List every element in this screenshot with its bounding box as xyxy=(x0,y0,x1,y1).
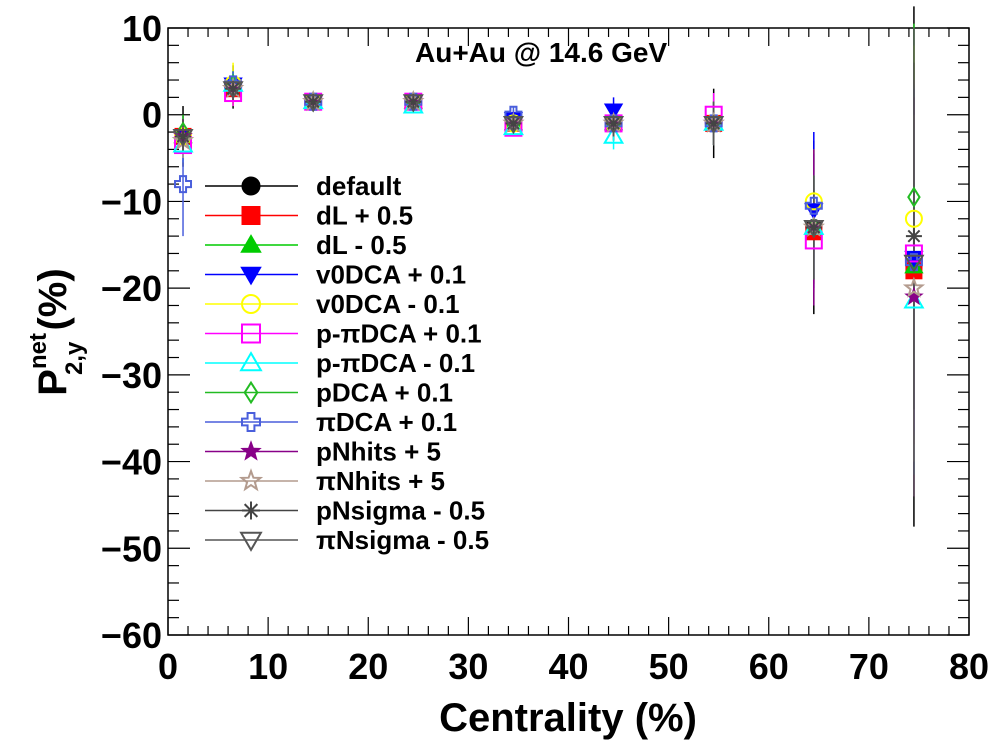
data-point xyxy=(904,286,924,306)
y-tick-label: −40 xyxy=(101,442,162,483)
data-point xyxy=(907,186,921,208)
legend-item: dL - 0.5 xyxy=(205,230,407,260)
y-tick-label: −50 xyxy=(101,528,162,569)
legend-label: pDCA + 0.1 xyxy=(316,378,453,408)
legend-marker xyxy=(241,176,261,196)
x-axis-title: Centrality (%) xyxy=(439,696,697,740)
legend-marker xyxy=(239,531,263,552)
y-axis-title-main: P xyxy=(31,369,75,396)
legend-marker xyxy=(240,440,262,461)
data-point xyxy=(703,115,725,135)
data-point xyxy=(904,244,923,263)
data-point xyxy=(905,228,922,245)
data-point xyxy=(603,125,625,144)
legend-label: πNsigma - 0.5 xyxy=(316,525,489,555)
legend-item: πNsigma - 0.5 xyxy=(205,525,489,555)
data-point xyxy=(402,94,424,113)
y-axis-title-sup: net xyxy=(25,333,52,369)
legend-item: default xyxy=(205,171,402,201)
legend-label: πDCA + 0.1 xyxy=(316,407,457,437)
data-point xyxy=(902,276,926,298)
x-tick-label: 70 xyxy=(849,646,889,687)
data-point xyxy=(803,220,825,239)
legend-marker xyxy=(241,206,261,225)
legend-item: v0DCA + 0.1 xyxy=(205,260,466,290)
x-tick-label: 10 xyxy=(248,646,288,687)
legend-item: pNsigma - 0.5 xyxy=(205,496,485,526)
legend-marker xyxy=(243,380,259,405)
legend-label: p-πDCA + 0.1 xyxy=(316,319,482,349)
legend-label: dL + 0.5 xyxy=(316,201,413,231)
data-point xyxy=(603,103,624,121)
legend-marker xyxy=(241,412,261,432)
y-tick-label: 0 xyxy=(142,95,162,136)
axis-ticks xyxy=(167,27,970,636)
data-points xyxy=(171,73,926,309)
legend-label: v0DCA + 0.1 xyxy=(316,260,466,290)
legend-marker xyxy=(241,323,261,344)
x-tick-label: 30 xyxy=(448,646,488,687)
y-tick-label: −20 xyxy=(101,268,162,309)
legend-label: dL - 0.5 xyxy=(316,230,407,260)
y-tick-label: −10 xyxy=(101,181,162,222)
legend-marker xyxy=(239,351,263,372)
legend-item: πNhits + 5 xyxy=(205,466,445,496)
data-point xyxy=(222,81,244,100)
data-point xyxy=(174,175,193,194)
data-point xyxy=(302,94,324,113)
legend-item: pDCA + 0.1 xyxy=(205,378,453,408)
legend-marker xyxy=(242,501,260,520)
legend-item: p-πDCA + 0.1 xyxy=(205,319,482,349)
x-tick-label: 80 xyxy=(949,646,989,687)
plot-frame xyxy=(167,27,970,636)
data-point xyxy=(603,115,625,135)
x-tick-label: 50 xyxy=(649,646,689,687)
y-tick-labels: 10 0 −10 −20 −30 −40 −50 −60 xyxy=(101,8,162,656)
y-tick-label: −30 xyxy=(101,355,162,396)
data-point xyxy=(804,196,823,215)
x-tick-label: 20 xyxy=(348,646,388,687)
y-tick-label: −60 xyxy=(101,615,162,656)
y-axis-title-unit: (%) xyxy=(31,268,75,341)
annotation: Au+Au @ 14.6 GeV xyxy=(415,37,667,68)
data-point xyxy=(502,115,524,135)
y-axis-title-sub: 2,y xyxy=(61,341,88,375)
legend-label: pNsigma - 0.5 xyxy=(316,496,485,526)
legend-label: default xyxy=(316,171,402,201)
error-bars xyxy=(182,6,915,527)
legend-item: dL + 0.5 xyxy=(205,201,413,231)
x-tick-label: 0 xyxy=(158,646,178,687)
data-point xyxy=(904,209,923,228)
data-point xyxy=(903,254,925,273)
legend-marker xyxy=(240,234,262,253)
legend-label: p-πDCA - 0.1 xyxy=(316,348,475,378)
legend-item: pNhits + 5 xyxy=(205,437,441,467)
legend-item: v0DCA - 0.1 xyxy=(205,289,460,319)
legend-item: πDCA + 0.1 xyxy=(205,407,457,437)
legend-label: pNhits + 5 xyxy=(316,437,441,467)
x-tick-label: 60 xyxy=(749,646,789,687)
y-tick-label: 10 xyxy=(122,8,162,49)
x-tick-label: 40 xyxy=(548,646,588,687)
legend-item: p-πDCA - 0.1 xyxy=(205,348,475,378)
y-axis-title: Pnet 2,y (%) xyxy=(25,268,88,395)
legend-marker xyxy=(241,294,261,314)
data-point xyxy=(804,192,823,211)
legend-marker xyxy=(240,266,262,286)
legend-label: v0DCA - 0.1 xyxy=(316,289,460,319)
legend-label: πNhits + 5 xyxy=(316,466,445,496)
legend-marker xyxy=(238,468,264,492)
x-tick-labels: 0 10 20 30 40 50 60 70 80 xyxy=(158,646,989,687)
data-point xyxy=(172,128,194,148)
